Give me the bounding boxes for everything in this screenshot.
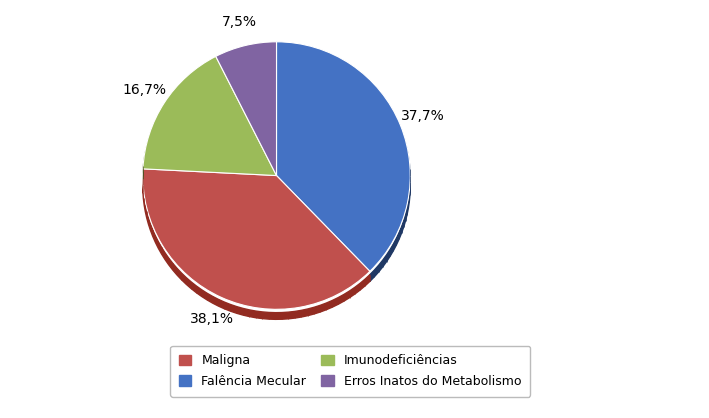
- Wedge shape: [143, 56, 277, 176]
- Wedge shape: [277, 42, 411, 271]
- Text: 16,7%: 16,7%: [122, 83, 166, 97]
- Legend: Maligna, Falência Mecular, Imunodeficiências, Erros Inatos do Metabolismo: Maligna, Falência Mecular, Imunodeficiên…: [170, 346, 530, 397]
- Polygon shape: [143, 172, 370, 319]
- Text: 38,1%: 38,1%: [189, 312, 233, 326]
- Text: 7,5%: 7,5%: [222, 15, 257, 29]
- Polygon shape: [277, 45, 411, 281]
- Polygon shape: [216, 45, 277, 66]
- Wedge shape: [216, 42, 277, 176]
- Wedge shape: [143, 169, 370, 309]
- Polygon shape: [143, 60, 216, 179]
- Text: 37,7%: 37,7%: [401, 109, 445, 123]
